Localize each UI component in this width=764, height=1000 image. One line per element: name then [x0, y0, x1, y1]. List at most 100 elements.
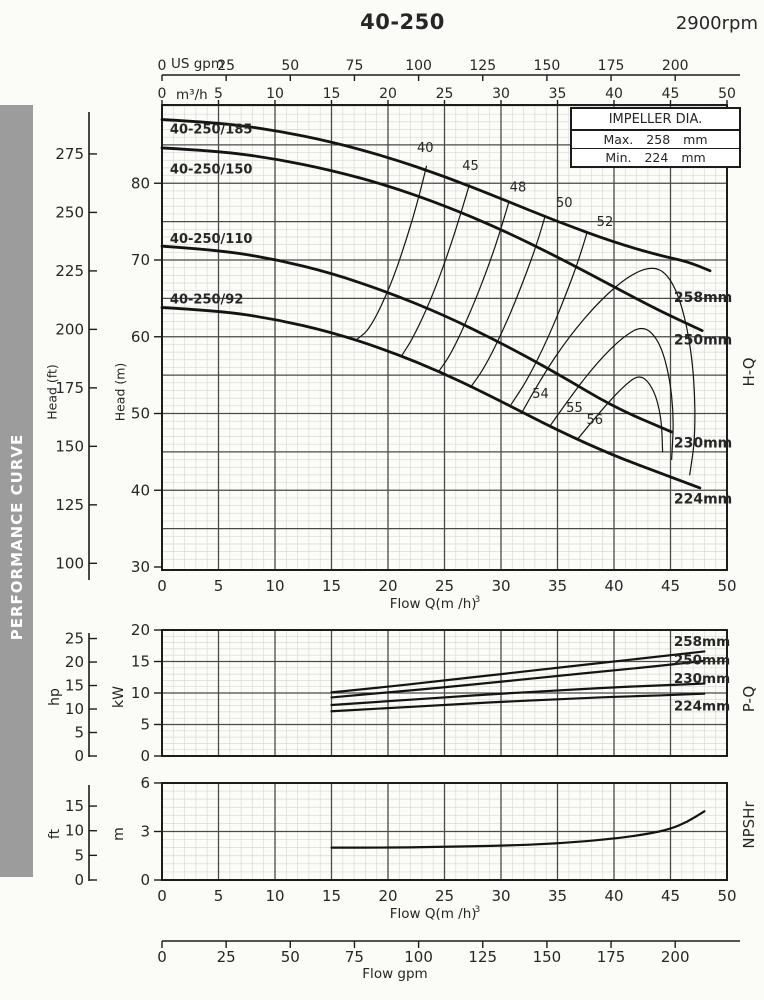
axis-title-m: m [111, 827, 127, 841]
hq-curve-224mm [160, 306, 702, 490]
efficiency-contour-52 [510, 232, 588, 405]
npsh-m-tick-0: 0 [140, 871, 150, 889]
usgpm-tick-150: 150 [534, 58, 561, 74]
npsh-ft-tick-5: 5 [74, 846, 84, 864]
kw-tick-15: 15 [131, 653, 150, 671]
impeller-dia-box: IMPELLER DIA. Max. 258 mm Min. 224 mm [570, 107, 741, 168]
axis-title-head-m: Head (m) [112, 362, 128, 422]
impeller-min-value: 224 [644, 150, 669, 165]
m3h-tick-25: 25 [436, 86, 454, 102]
m3h-tick-40: 40 [605, 86, 623, 102]
efficiency-label-55: 55 [566, 401, 583, 416]
npsh-flow-tick-45: 45 [661, 887, 680, 905]
model-label-40-250/110: 40-250/110 [170, 232, 253, 247]
head-m-tick-80: 80 [131, 174, 150, 192]
kw-tick-0: 0 [140, 747, 150, 765]
hp-tick-0: 0 [74, 747, 84, 765]
flow-tick-45: 45 [661, 577, 680, 595]
hq-curve-230mm [160, 244, 674, 434]
side-label-hq: H-Q [740, 357, 758, 387]
gpm-tick-25: 25 [217, 948, 236, 966]
impeller-min-unit: mm [681, 150, 706, 165]
head-m-tick-40: 40 [131, 481, 150, 499]
npsh-flow-tick-0: 0 [157, 887, 167, 905]
npsh-flow-tick-40: 40 [604, 887, 623, 905]
hp-tick-20: 20 [65, 653, 84, 671]
impeller-min-row: Min. 224 mm [572, 149, 739, 166]
m3h-tick-20: 20 [379, 86, 397, 102]
m3h-tick-30: 30 [492, 86, 510, 102]
xaxis-title-flow-m3h-2: Flow Q(m /h)3 [350, 905, 520, 922]
head-ft-tick-225: 225 [55, 262, 84, 280]
npshr-curve [330, 810, 706, 849]
gpm-tick-175: 175 [597, 948, 626, 966]
hp-tick-15: 15 [65, 677, 84, 695]
gpm-tick-100: 100 [404, 948, 433, 966]
flow-tick-15: 15 [322, 577, 341, 595]
npsh-flow-tick-30: 30 [491, 887, 510, 905]
flow-m3h-sup: 3 [474, 905, 481, 915]
dia-label-258mm: 258mm [674, 290, 732, 306]
impeller-min-label: Min. [605, 150, 632, 165]
m3h-tick-0: 0 [158, 86, 167, 102]
impeller-max-row: Max. 258 mm [572, 131, 739, 149]
gpm-tick-150: 150 [533, 948, 562, 966]
model-label-40-250/150: 40-250/150 [170, 162, 253, 177]
efficiency-label-52: 52 [597, 215, 614, 230]
head-ft-tick-250: 250 [55, 203, 84, 221]
npsh-m-tick-3: 3 [140, 822, 150, 840]
dia-label-250mm: 250mm [674, 332, 732, 348]
flow-tick-30: 30 [491, 577, 510, 595]
efficiency-label-40: 40 [417, 141, 434, 156]
hq-curve-258mm [160, 118, 712, 273]
flow-tick-35: 35 [548, 577, 567, 595]
head-m-tick-70: 70 [131, 251, 150, 269]
npsh-flow-tick-15: 15 [322, 887, 341, 905]
top-axis-unit-m3h: m³/h [176, 87, 208, 103]
m3h-tick-45: 45 [662, 86, 680, 102]
npsh-flow-tick-20: 20 [378, 887, 397, 905]
top-axis-unit-usgpm: US gpm [171, 56, 225, 72]
hp-tick-10: 10 [65, 700, 84, 718]
model-label-40-250/92: 40-250/92 [170, 293, 243, 308]
efficiency-label-48: 48 [510, 181, 527, 196]
model-label-40-250/185: 40-250/185 [170, 122, 253, 137]
dia-label-230mm: 230mm [674, 435, 732, 451]
pq-label-230mm: 230mm [674, 671, 730, 687]
npsh-flow-tick-50: 50 [717, 887, 736, 905]
dia-label-224mm: 224mm [674, 491, 732, 507]
usgpm-tick-200: 200 [662, 58, 689, 74]
npsh-ft-tick-15: 15 [65, 797, 84, 815]
rpm-label: 2900rpm [675, 13, 758, 34]
efficiency-contour-48 [438, 201, 510, 372]
m3h-tick-15: 15 [323, 86, 341, 102]
performance-curve-banner: PERFORMANCE CURVE [0, 105, 33, 877]
head-m-tick-30: 30 [131, 558, 150, 576]
efficiency-label-45: 45 [462, 159, 479, 174]
usgpm-tick-175: 175 [598, 58, 625, 74]
pq-label-258mm: 258mm [674, 634, 730, 650]
flow-tick-10: 10 [265, 577, 284, 595]
kw-tick-5: 5 [140, 716, 150, 734]
hp-tick-25: 25 [65, 630, 84, 648]
head-ft-tick-150: 150 [55, 437, 84, 455]
flow-tick-0: 0 [157, 577, 167, 595]
head-ft-tick-175: 175 [55, 379, 84, 397]
axis-title-ft: ft [47, 828, 63, 840]
flow-tick-20: 20 [378, 577, 397, 595]
page-title: 40-250 [360, 10, 445, 34]
npsh-flow-tick-5: 5 [214, 887, 224, 905]
pq-label-224mm: 224mm [674, 699, 730, 715]
m3h-tick-5: 5 [214, 86, 223, 102]
hp-tick-5: 5 [74, 724, 84, 742]
npsh-flow-tick-25: 25 [435, 887, 454, 905]
npsh-flow-tick-35: 35 [548, 887, 567, 905]
gpm-tick-125: 125 [468, 948, 497, 966]
efficiency-contour-56 [577, 376, 664, 453]
usgpm-tick-100: 100 [405, 58, 432, 74]
pq-curve-224mm [330, 692, 706, 713]
npsh-flow-tick-10: 10 [265, 887, 284, 905]
flow-tick-25: 25 [435, 577, 454, 595]
gpm-tick-50: 50 [281, 948, 300, 966]
